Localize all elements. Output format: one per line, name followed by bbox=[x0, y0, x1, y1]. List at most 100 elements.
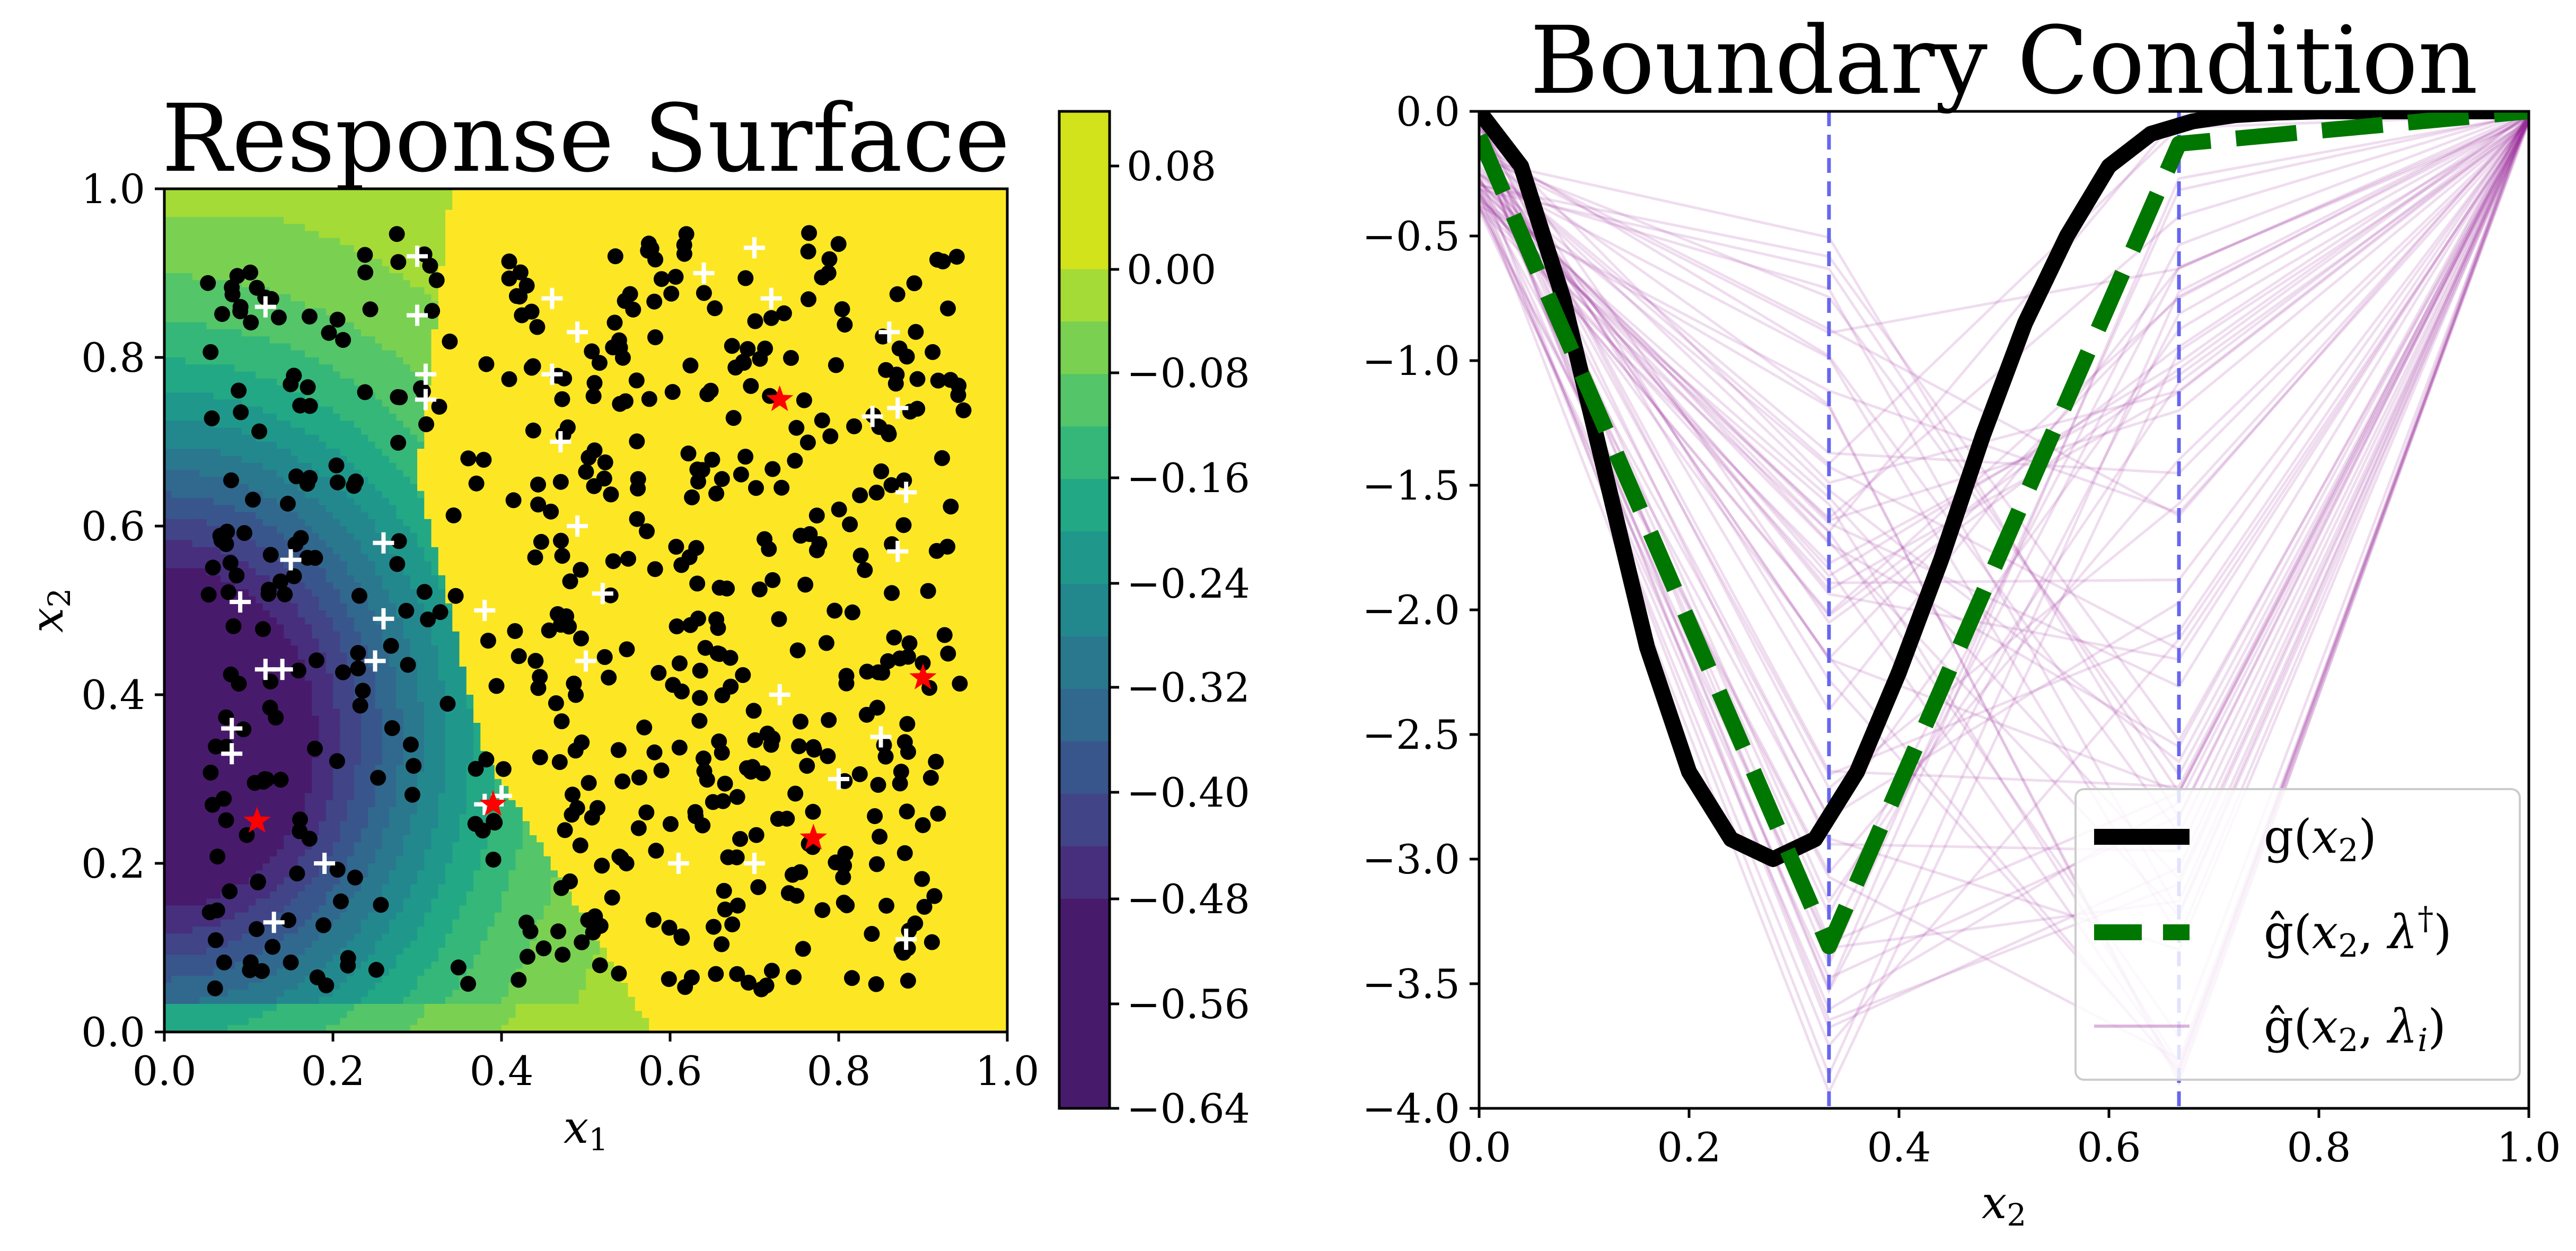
contour-cell bbox=[712, 371, 720, 379]
contour-cell bbox=[698, 308, 706, 316]
contour-cell bbox=[691, 421, 699, 428]
contour-cell bbox=[396, 196, 404, 204]
contour-cell bbox=[712, 350, 720, 358]
contour-cell bbox=[705, 442, 713, 450]
contour-cell bbox=[867, 392, 875, 400]
contour-cell bbox=[508, 196, 516, 204]
contour-cell bbox=[368, 196, 376, 204]
contour-cell bbox=[164, 386, 172, 393]
contour-cell bbox=[424, 477, 432, 485]
contour-cell bbox=[937, 364, 945, 372]
contour-cell bbox=[684, 329, 692, 337]
contour-cell bbox=[887, 189, 895, 197]
contour-cell bbox=[958, 308, 966, 316]
contour-cell bbox=[684, 189, 692, 197]
contour-cell bbox=[494, 238, 502, 246]
contour-cell bbox=[831, 203, 839, 211]
contour-cell bbox=[403, 224, 411, 232]
contour-cell bbox=[979, 421, 987, 428]
contour-cell bbox=[249, 456, 257, 463]
contour-cell bbox=[192, 406, 200, 414]
contour-cell bbox=[361, 378, 369, 386]
contour-cell bbox=[621, 209, 629, 217]
contour-cell bbox=[417, 462, 425, 470]
contour-cell bbox=[185, 301, 193, 309]
contour-cell bbox=[326, 273, 333, 281]
contour-cell bbox=[396, 364, 404, 372]
contour-cell bbox=[979, 280, 987, 288]
contour-cell bbox=[958, 315, 966, 323]
contour-cell bbox=[297, 329, 305, 337]
contour-cell bbox=[340, 252, 348, 260]
contour-cell bbox=[403, 378, 411, 386]
contour-cell bbox=[852, 462, 860, 470]
contour-cell bbox=[466, 386, 474, 393]
contour-cell bbox=[487, 308, 495, 316]
contour-cell bbox=[382, 406, 390, 414]
contour-cell bbox=[326, 301, 333, 309]
contour-cell bbox=[874, 343, 882, 351]
contour-cell bbox=[221, 378, 228, 386]
contour-cell bbox=[459, 414, 467, 422]
contour-cell bbox=[354, 259, 362, 267]
contour-cell bbox=[614, 462, 622, 470]
contour-cell bbox=[178, 399, 186, 407]
contour-cell bbox=[719, 329, 727, 337]
contour-cell bbox=[185, 252, 193, 260]
contour-cell bbox=[867, 364, 875, 372]
contour-cell bbox=[530, 245, 538, 253]
contour-cell bbox=[326, 470, 333, 478]
contour-cell bbox=[256, 259, 263, 267]
contour-cell bbox=[1000, 231, 1007, 239]
contour-cell bbox=[494, 350, 502, 358]
contour-cell bbox=[262, 442, 270, 450]
contour-cell bbox=[726, 449, 734, 457]
contour-cell bbox=[684, 273, 692, 281]
contour-cell bbox=[452, 301, 460, 309]
contour-cell bbox=[206, 470, 214, 478]
contour-cell bbox=[502, 386, 509, 393]
contour-cell bbox=[473, 252, 481, 260]
contour-cell bbox=[986, 371, 994, 379]
contour-cell bbox=[951, 209, 959, 217]
contour-cell bbox=[972, 442, 980, 450]
contour-cell bbox=[895, 203, 903, 211]
contour-cell bbox=[502, 392, 509, 400]
contour-cell bbox=[951, 427, 959, 435]
contour-cell bbox=[305, 421, 313, 428]
contour-cell bbox=[297, 421, 305, 428]
contour-cell bbox=[473, 414, 481, 422]
contour-cell bbox=[494, 462, 502, 470]
contour-cell bbox=[635, 414, 643, 422]
contour-cell bbox=[333, 434, 341, 442]
contour-cell bbox=[965, 427, 973, 435]
contour-cell bbox=[192, 315, 200, 323]
contour-cell bbox=[234, 357, 242, 365]
contour-cell bbox=[614, 217, 622, 225]
contour-cell bbox=[340, 238, 348, 246]
contour-cell bbox=[417, 449, 425, 457]
contour-cell bbox=[663, 203, 671, 211]
contour-cell bbox=[684, 315, 692, 323]
contour-cell bbox=[326, 209, 333, 217]
contour-cell bbox=[789, 329, 797, 337]
contour-cell bbox=[445, 273, 453, 281]
contour-cell bbox=[867, 350, 875, 358]
contour-cell bbox=[550, 217, 558, 225]
contour-cell bbox=[262, 449, 270, 457]
contour-cell bbox=[354, 371, 362, 379]
contour-cell bbox=[340, 434, 348, 442]
contour-cell bbox=[684, 427, 692, 435]
contour-cell bbox=[452, 421, 460, 428]
contour-cell bbox=[831, 315, 839, 323]
contour-cell bbox=[677, 406, 685, 414]
contour-cell bbox=[578, 336, 586, 344]
contour-cell bbox=[572, 196, 579, 204]
contour-cell bbox=[930, 189, 938, 197]
contour-cell bbox=[284, 414, 292, 422]
contour-cell bbox=[670, 252, 678, 260]
contour-cell bbox=[319, 217, 327, 225]
contour-cell bbox=[297, 224, 305, 232]
contour-cell bbox=[958, 189, 966, 197]
contour-cell bbox=[361, 343, 369, 351]
